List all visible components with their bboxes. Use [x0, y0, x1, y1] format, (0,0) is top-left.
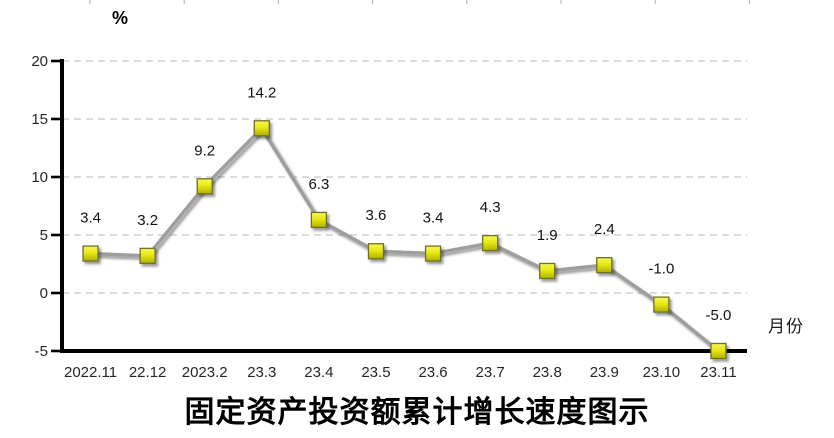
data-label: 14.2 — [247, 84, 276, 101]
x-tick-label: 23.11 — [700, 364, 736, 381]
data-label: -5.0 — [706, 307, 732, 324]
x-tick-label: 23.3 — [247, 364, 276, 381]
data-label: 6.3 — [308, 176, 329, 193]
x-tick-label: 23.5 — [361, 364, 390, 381]
data-label: 3.4 — [80, 210, 101, 227]
y-tick-label: 20 — [31, 53, 48, 70]
data-point-marker — [653, 296, 670, 313]
x-tick-label: 23.4 — [304, 364, 333, 381]
x-tick-label: 22.12 — [129, 364, 167, 381]
data-label: -1.0 — [648, 261, 674, 278]
data-point-marker — [82, 245, 99, 262]
series-line — [88, 126, 721, 353]
y-tick-label: 15 — [31, 111, 48, 128]
y-tick-label: 0 — [40, 285, 48, 302]
y-tick-label: 10 — [31, 169, 48, 186]
data-point-marker — [139, 247, 156, 265]
data-label: 2.4 — [594, 221, 615, 238]
data-label: 3.4 — [423, 210, 444, 227]
data-point-marker — [367, 243, 385, 260]
data-point-marker — [481, 234, 499, 252]
x-tick-label: 23.8 — [533, 364, 562, 381]
data-point-marker — [424, 245, 442, 262]
x-tick-label: 23.7 — [476, 364, 505, 381]
x-tick-label: 23.10 — [643, 364, 681, 381]
data-point-marker — [710, 342, 727, 360]
x-tick-label: 23.9 — [590, 364, 619, 381]
x-axis-title: 月份 — [768, 317, 804, 336]
y-tick-label: 5 — [40, 227, 48, 244]
x-tick-label: 23.6 — [418, 364, 447, 381]
data-label: 4.3 — [480, 199, 501, 216]
data-point-marker — [539, 262, 556, 280]
data-label: 3.2 — [137, 212, 158, 229]
data-point-marker — [253, 120, 270, 137]
x-tick-label: 2022.11 — [64, 364, 117, 381]
y-tick-label: -5 — [35, 343, 48, 360]
chart-title: 固定资产投资额累计增长速度图示 — [184, 396, 650, 429]
data-label: 3.6 — [366, 207, 387, 224]
x-tick-label: 2023.2 — [182, 364, 228, 381]
data-point-marker — [310, 211, 328, 229]
data-point-marker — [596, 257, 613, 274]
data-label: 9.2 — [194, 142, 215, 159]
data-point-marker — [196, 178, 213, 195]
y-axis-unit-label: % — [112, 8, 129, 28]
data-label: 1.9 — [537, 227, 558, 244]
